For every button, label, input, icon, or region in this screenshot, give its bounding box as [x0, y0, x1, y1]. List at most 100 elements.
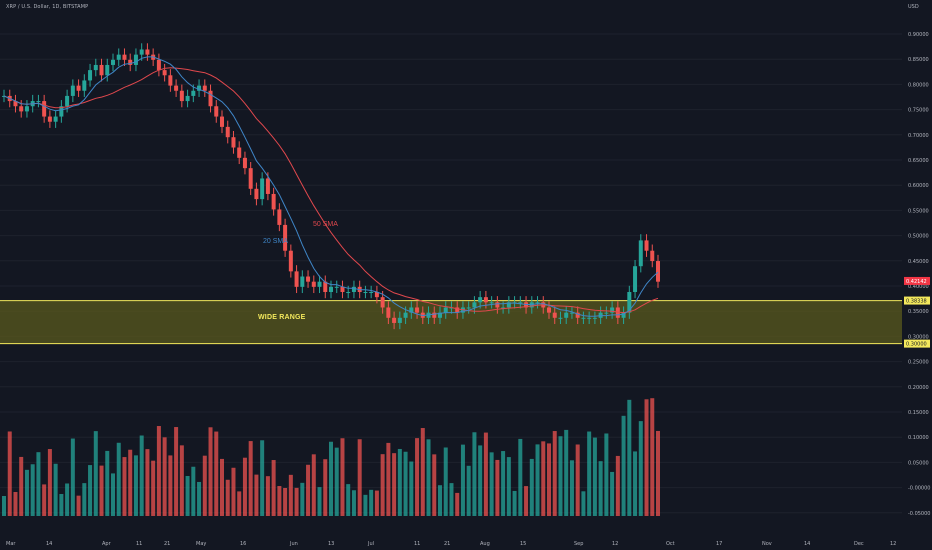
candle-body [610, 307, 615, 313]
price-tick-label: 0.70000 [908, 133, 929, 139]
candle-body [47, 116, 52, 122]
candle-body [53, 116, 58, 122]
volume-bar [36, 452, 41, 516]
sma50-label: 50 SMA [313, 221, 338, 228]
candle-body [443, 307, 448, 313]
volume-bar [306, 464, 311, 516]
candle-body [42, 101, 47, 117]
volume-bar [242, 457, 247, 516]
volume-bar [518, 438, 523, 516]
candle-body [638, 240, 643, 267]
volume-bar [438, 485, 442, 516]
candle-body [88, 70, 93, 81]
candle-body [575, 312, 580, 318]
time-tick-label: 14 [804, 541, 810, 547]
volume-bar [179, 445, 184, 516]
volume-bar [478, 445, 483, 516]
volume-bar [644, 399, 649, 516]
volume-bar [483, 432, 488, 516]
volume-bar [30, 464, 35, 516]
volume-bar [569, 460, 574, 516]
candle-body [93, 64, 98, 71]
volume-bar [472, 432, 477, 516]
volume-bar [541, 441, 546, 516]
candle-body [478, 297, 483, 303]
candle-body [346, 292, 351, 293]
time-tick-label: 13 [328, 541, 334, 547]
time-tick-label: 17 [716, 541, 722, 547]
candle-body [133, 54, 138, 65]
volume-bar [552, 431, 557, 516]
price-tick-label: 0.75000 [908, 108, 929, 114]
volume-bar [392, 453, 397, 516]
volume-bar [455, 492, 460, 516]
volume-bar [76, 495, 81, 516]
candle-body [139, 49, 144, 55]
volume-bar [380, 454, 385, 516]
candle-body [231, 137, 236, 148]
volume-bar [489, 452, 494, 516]
candle-body [329, 286, 333, 292]
candle-body [254, 188, 259, 200]
candle-body [156, 59, 161, 71]
volume-bar [53, 463, 58, 516]
candle-body [535, 302, 540, 304]
candle-body [392, 317, 397, 323]
candle-body [627, 292, 632, 313]
candle-body [380, 297, 385, 308]
candle-body [369, 292, 374, 293]
volume-bar [2, 496, 6, 516]
time-tick-label: 12 [612, 541, 618, 547]
volume-bar [105, 450, 110, 516]
price-tick-label: 0.65000 [908, 158, 929, 164]
volume-bar [357, 439, 362, 516]
volume-bar [351, 490, 356, 516]
candle-body [558, 317, 563, 319]
chart-title: XRP / U.S. Dollar, 1D, BITSTAMP [6, 4, 89, 10]
volume-bar [288, 474, 293, 516]
time-tick-label: 16 [240, 541, 246, 547]
volume-bar [139, 435, 144, 516]
current-price-label-bg [904, 276, 930, 285]
volume-bar [277, 486, 282, 516]
candle-body [569, 312, 574, 314]
time-tick-label: 11 [136, 541, 142, 547]
volume-bar [237, 491, 242, 516]
candle-body [650, 250, 655, 262]
candle-body [506, 302, 511, 308]
volume-bar [575, 444, 580, 516]
time-tick-label: Aug [480, 541, 490, 547]
candle-body [323, 281, 328, 292]
volume-bar [529, 458, 534, 516]
volume-bar [214, 431, 219, 516]
volume-bar [202, 455, 207, 516]
candle-body [122, 54, 127, 60]
volume-bar [174, 427, 179, 516]
volume-bar [265, 476, 270, 516]
candle-body [145, 49, 150, 55]
candle-body [403, 312, 408, 318]
volume-bar [191, 466, 196, 516]
candle-body [466, 307, 471, 309]
time-tick-label: 14 [46, 541, 52, 547]
volume-bar [633, 451, 638, 516]
volume-bar [329, 441, 333, 516]
candle-body [36, 101, 41, 103]
candle-body [191, 90, 196, 96]
candle-body [300, 276, 305, 287]
time-tick-label: Nov [762, 541, 772, 547]
volume-bar [369, 489, 374, 516]
volume-bar [111, 473, 115, 516]
price-tick-label: 0.45000 [908, 259, 929, 265]
candle-body [179, 90, 184, 102]
candle-body [564, 312, 569, 318]
time-tick-label: Dec [854, 541, 864, 547]
volume-bar [415, 438, 420, 516]
time-tick-label: Mar [6, 541, 16, 547]
candle-body [208, 90, 213, 107]
volume-bar [466, 465, 471, 516]
candle-body [59, 106, 64, 117]
candle-body [397, 317, 402, 323]
volume-bar [231, 467, 236, 516]
